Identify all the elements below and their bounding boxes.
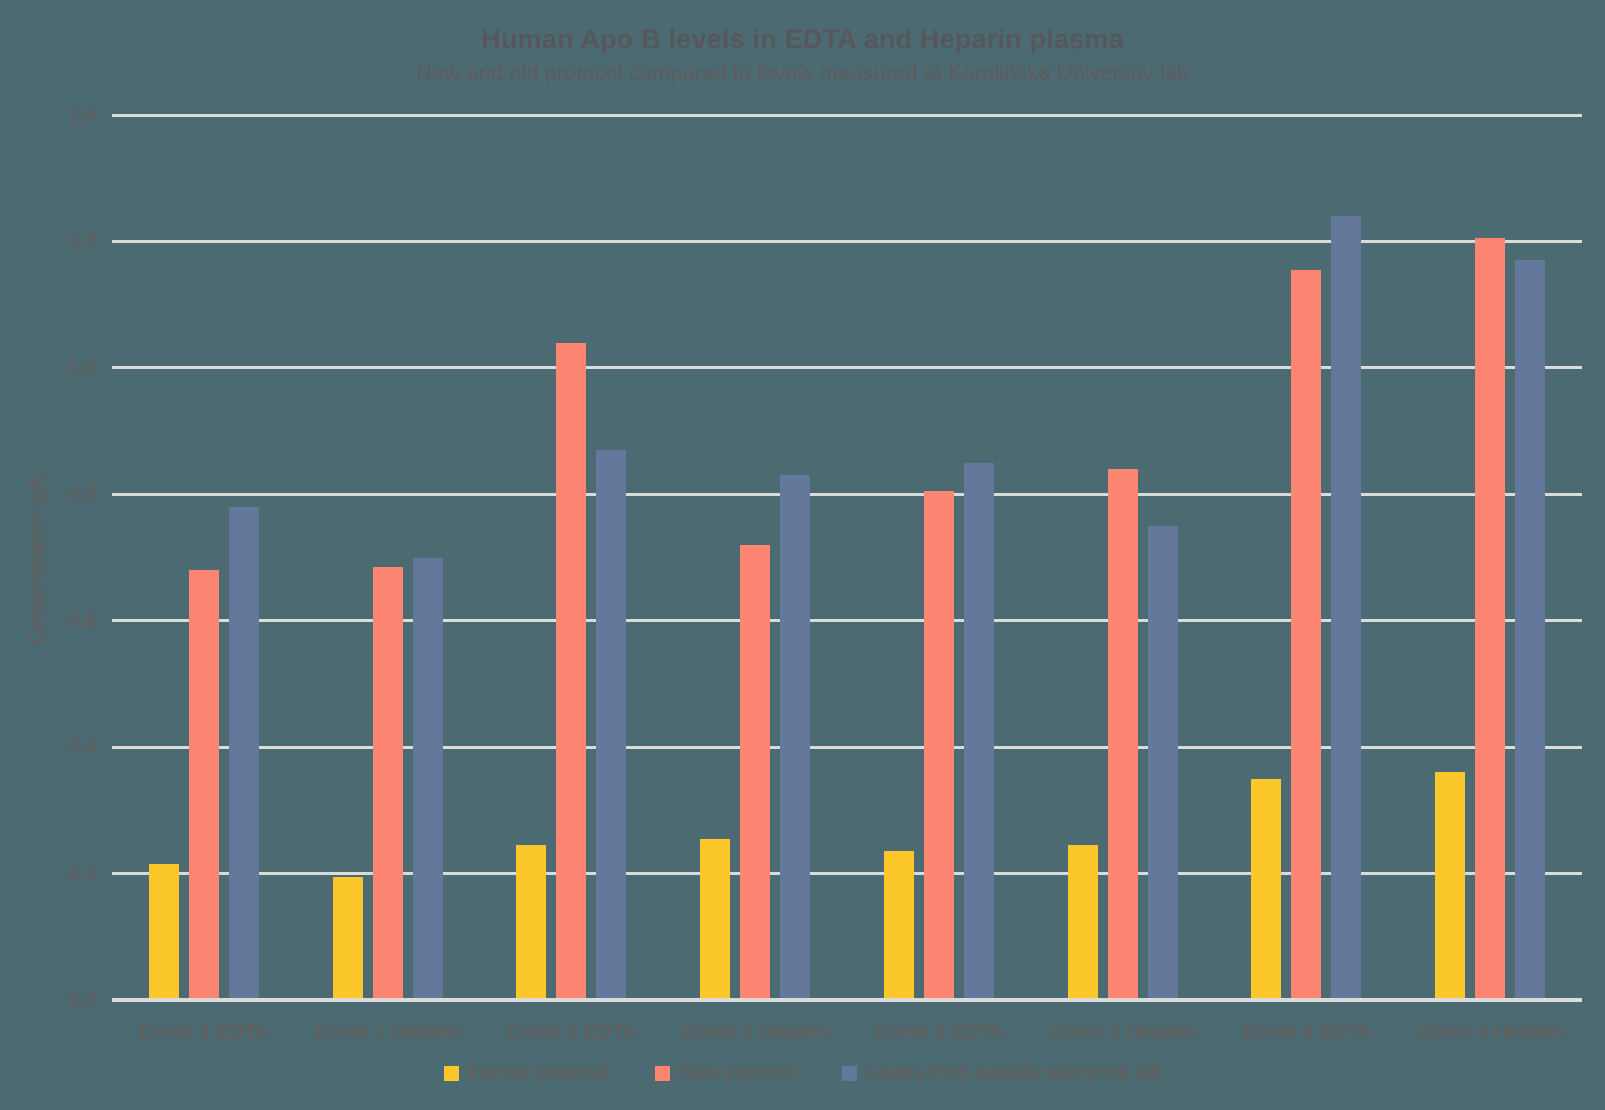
bar-levels-from-outside-reference-lab-donor-2-heparin	[780, 475, 811, 1000]
legend-label: Former protocol	[467, 1062, 609, 1084]
gridline	[112, 745, 1582, 749]
y-tick-label: 0,0	[68, 989, 96, 1011]
bar-levels-from-outside-reference-lab-donor-1-edta	[228, 506, 259, 1000]
bar-new-protocol-donor-2-heparin	[740, 544, 771, 1000]
bar-new-protocol-donor-1-edta	[188, 570, 219, 1000]
legend-swatch-icon-new-protocol	[654, 1066, 670, 1081]
x-category-label-donor-4-edta: Donor 4 EDTA	[1242, 1021, 1371, 1043]
legend-label: Levels from outside reference lab	[865, 1062, 1162, 1084]
bar-former-protocol-donor-1-edta	[148, 864, 179, 1000]
bar-levels-from-outside-reference-lab-donor-4-edta	[1331, 216, 1362, 1000]
gridline	[112, 366, 1582, 370]
bar-new-protocol-donor-4-heparin	[1475, 238, 1506, 1000]
y-tick-label: 0,2	[68, 862, 96, 885]
y-tick-label: 0,4	[68, 736, 96, 759]
x-category-label-donor-2-edta: Donor 2 EDTA	[507, 1021, 636, 1043]
x-category-label-donor-4-heparin: Donor 4 Heparin	[1416, 1021, 1564, 1043]
legend-item-former-protocol: Former protocol	[443, 1062, 609, 1085]
x-category-label-donor-1-heparin: Donor 1 Heparin	[314, 1021, 461, 1043]
legend-swatch-icon-levels-from-outside-reference-lab	[841, 1066, 857, 1081]
bar-former-protocol-donor-2-edta	[516, 845, 547, 1000]
legend: Former protocol New protocol Levels from o…	[0, 1062, 1605, 1085]
y-tick-label: 1,4	[68, 104, 96, 126]
legend-label: New protocol	[678, 1062, 796, 1084]
gridline	[112, 239, 1582, 243]
bar-former-protocol-donor-3-heparin	[1067, 845, 1098, 1000]
gridline	[112, 872, 1582, 876]
bar-levels-from-outside-reference-lab-donor-2-edta	[596, 450, 627, 1000]
bar-levels-from-outside-reference-lab-donor-3-edta	[963, 462, 994, 1000]
y-tick-label: 1,2	[68, 230, 96, 253]
y-tick-label: 0,6	[68, 609, 96, 632]
bar-new-protocol-donor-3-edta	[923, 491, 954, 1000]
legend-item-new-protocol: New protocol	[654, 1062, 796, 1085]
x-category-label-donor-3-heparin: Donor 3 Heparin	[1049, 1021, 1196, 1043]
x-axis-line	[112, 998, 1582, 1002]
gridline	[112, 113, 1582, 117]
bar-former-protocol-donor-1-heparin	[332, 876, 363, 1000]
bar-former-protocol-donor-4-edta	[1251, 778, 1282, 1000]
gridline	[112, 619, 1582, 623]
bar-new-protocol-donor-4-edta	[1291, 269, 1322, 1000]
chart-title: Human Apo B levels in EDTA and Heparin p…	[481, 24, 1124, 54]
bar-levels-from-outside-reference-lab-donor-4-heparin	[1515, 260, 1546, 1000]
bar-levels-from-outside-reference-lab-donor-3-heparin	[1147, 525, 1178, 1000]
y-tick-label: 1,0	[68, 356, 96, 379]
gridline	[112, 492, 1582, 496]
x-category-label-donor-1-edta: Donor 1 EDTA	[139, 1021, 269, 1043]
bar-new-protocol-donor-1-heparin	[372, 566, 403, 1000]
bar-levels-from-outside-reference-lab-donor-1-heparin	[412, 557, 443, 1000]
bar-former-protocol-donor-3-edta	[883, 851, 914, 1000]
legend-item-levels-from-outside-reference-lab: Levels from outside reference lab	[841, 1062, 1162, 1085]
bar-former-protocol-donor-2-heparin	[700, 838, 731, 1000]
bar-former-protocol-donor-4-heparin	[1435, 772, 1466, 1000]
bar-new-protocol-donor-3-heparin	[1107, 469, 1138, 1000]
legend-swatch-icon-former-protocol	[443, 1066, 459, 1081]
x-category-label-donor-2-heparin: Donor 2 Heparin	[681, 1021, 829, 1043]
chart-subtitle: New and old protocol compared to levels …	[416, 60, 1189, 85]
y-tick-label: 0,8	[68, 483, 96, 506]
bar-new-protocol-donor-2-edta	[556, 342, 587, 1000]
x-category-label-donor-3-edta: Donor 3 EDTA	[874, 1021, 1004, 1043]
